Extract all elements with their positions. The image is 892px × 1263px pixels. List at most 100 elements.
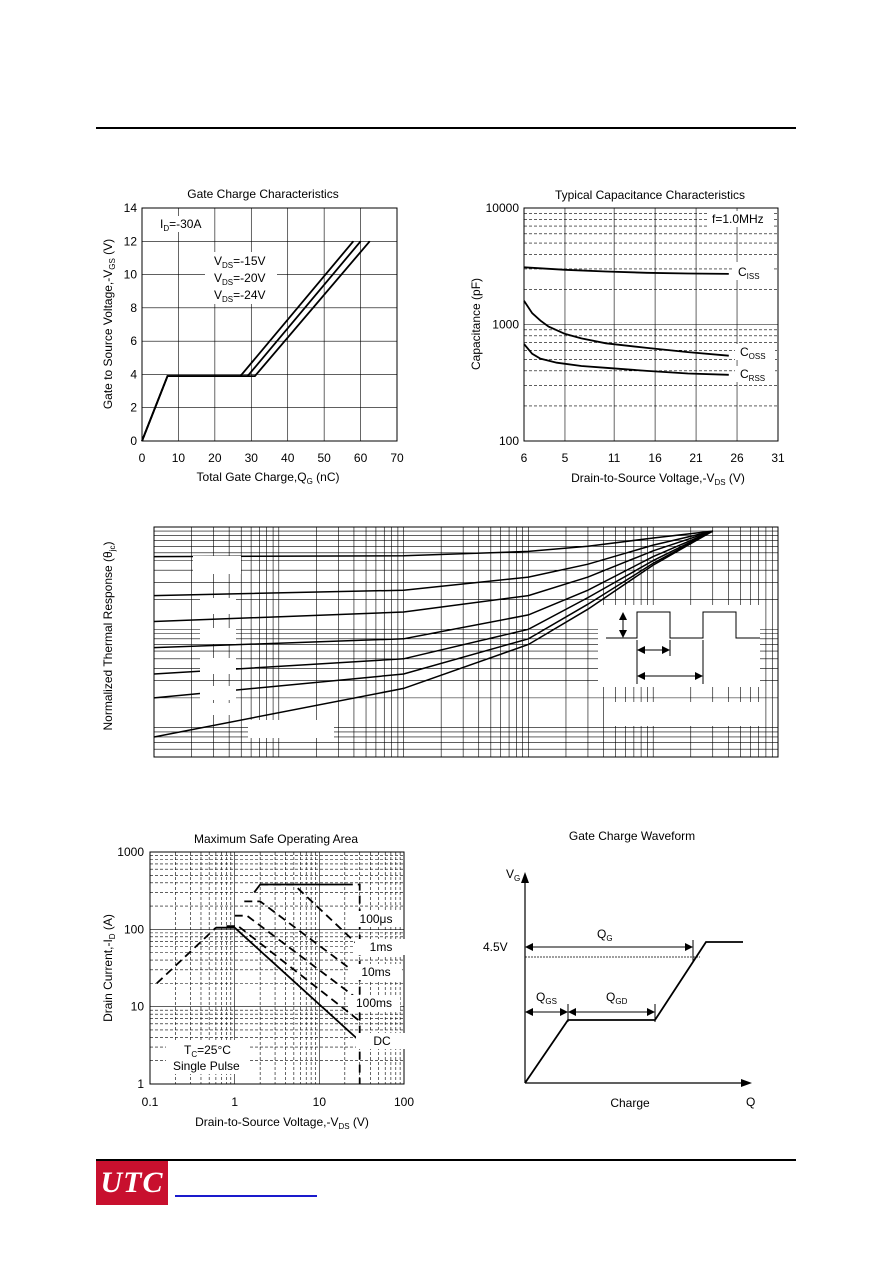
label-mask	[200, 686, 236, 700]
y-tick-label: 2	[130, 401, 137, 415]
y-axis-label: Capacitance (pF)	[469, 278, 483, 370]
diagram-title: Gate Charge Waveform	[569, 829, 695, 843]
x-tick-label: 5	[562, 451, 569, 465]
y-tick-label: 1	[137, 1077, 144, 1091]
y-tick-label: 6	[130, 334, 137, 348]
y-axis-title: VG	[506, 867, 520, 883]
level-label: 4.5V	[483, 940, 508, 954]
x-axis-label: Drain-to-Source Voltage,-VDS (V)	[571, 471, 745, 487]
label-mask	[193, 556, 241, 574]
gate-charge-chart: Gate Charge Characteristics 0 10 20 30 40 50 6…	[101, 187, 404, 486]
label-mask	[614, 702, 760, 726]
legend-ciss: CISS	[738, 265, 760, 281]
x-tick-label: 50	[317, 451, 331, 465]
chart-title: Typical Capacitance Characteristics	[555, 188, 745, 202]
y-tick-labels: 100 1000 10000	[486, 201, 520, 448]
y-tick-labels: 1 10 100 1000	[117, 845, 144, 1091]
x-tick-label: 6	[521, 451, 528, 465]
chart-title: Maximum Safe Operating Area	[194, 832, 358, 846]
x-tick-label: 20	[208, 451, 222, 465]
annotation-bg	[205, 252, 277, 304]
pulse-waveform-inset	[598, 605, 760, 687]
x-tick-label: 70	[390, 451, 404, 465]
y-axis-arrow	[521, 872, 529, 883]
x-axis-arrow	[741, 1079, 752, 1087]
legend-bg	[735, 366, 775, 382]
series-line	[153, 530, 713, 623]
y-axis-label: Drain Current,-ID (A)	[101, 914, 117, 1022]
series-line	[234, 914, 361, 1002]
annotation-bg	[155, 216, 213, 232]
y-tick-label: 10	[124, 268, 138, 282]
annotation-id: ID=-30A	[160, 217, 201, 233]
x-tick-label: 31	[771, 451, 785, 465]
annotation-vds-20: VDS=-20V	[214, 271, 266, 287]
series-label-bg	[356, 1033, 408, 1049]
qg-label: QG	[597, 927, 613, 943]
chart-title: Gate Charge Characteristics	[187, 187, 338, 201]
qgd-label: QGD	[606, 990, 628, 1006]
grid	[524, 208, 778, 441]
series-lines	[153, 530, 714, 738]
annotation-temperature: TC=25°C	[184, 1043, 231, 1059]
y-tick-label: 8	[130, 301, 137, 315]
series-label: 10ms	[361, 965, 390, 979]
series-label: DC	[373, 1034, 391, 1048]
y-tick-label: 0	[130, 434, 137, 448]
series-label-bg	[348, 995, 400, 1011]
x-tick-label: 0.1	[142, 1095, 159, 1109]
arrow-head	[685, 943, 693, 951]
annotation-bg	[166, 1040, 248, 1074]
x-tick-label: 0	[139, 451, 146, 465]
series-label-bg	[350, 911, 402, 927]
annotation-frequency: f=1.0MHz	[712, 212, 764, 226]
series-line	[523, 266, 729, 275]
y-axis-label: Normalized Thermal Response (θjc)	[101, 542, 117, 731]
arrow-head	[525, 1008, 533, 1016]
series-line	[260, 883, 361, 948]
x-axis-label: Drain-to-Source Voltage,-VDS (V)	[195, 1115, 369, 1131]
legend-coss: COSS	[740, 345, 766, 361]
y-tick-label: 1000	[117, 845, 144, 859]
y-tick-label: 12	[124, 234, 138, 248]
y-tick-label: 10000	[486, 201, 520, 215]
x-tick-label: 10	[172, 451, 186, 465]
series-line	[153, 530, 713, 558]
label-mask	[200, 658, 236, 674]
x-tick-label: 16	[648, 451, 662, 465]
series-line	[153, 530, 713, 649]
legend-crss: CRSS	[740, 367, 765, 383]
legend-bg	[733, 262, 773, 280]
plot-frame	[153, 526, 779, 758]
series-label: 100ms	[356, 996, 392, 1010]
series-line	[153, 530, 714, 675]
series-label: 1ms	[370, 940, 393, 954]
series-line	[344, 883, 361, 1084]
x-tick-labels: 0.1 1 10 100	[142, 1095, 415, 1109]
x-axis-title: Q	[746, 1095, 755, 1109]
x-tick-labels: 6 5 11 16 21 26 31	[521, 451, 785, 465]
x-tick-label: 21	[689, 451, 703, 465]
website-link[interactable]	[175, 1195, 317, 1197]
label-mask	[194, 703, 238, 715]
series-line	[253, 883, 345, 893]
series-labels: 100μs 1ms 10ms 100ms DC	[348, 911, 408, 1049]
label-mask	[200, 628, 236, 644]
footer-rule	[96, 1159, 796, 1161]
x-tick-label: 100	[394, 1095, 414, 1109]
series-line	[153, 530, 714, 699]
series-line	[523, 300, 729, 357]
x-tick-label: 40	[281, 451, 295, 465]
series-line	[215, 926, 361, 1042]
y-tick-label: 100	[124, 922, 144, 936]
annotation-vds-24: VDS=-24V	[214, 288, 266, 304]
y-tick-label: 4	[130, 367, 137, 381]
series-line	[244, 900, 361, 977]
series-lines	[141, 240, 371, 442]
legend-bg	[735, 344, 775, 360]
annotation-pulse: Single Pulse	[173, 1059, 240, 1073]
series-line	[153, 530, 714, 738]
x-tick-label: 60	[354, 451, 368, 465]
series-label: 100μs	[360, 912, 393, 926]
